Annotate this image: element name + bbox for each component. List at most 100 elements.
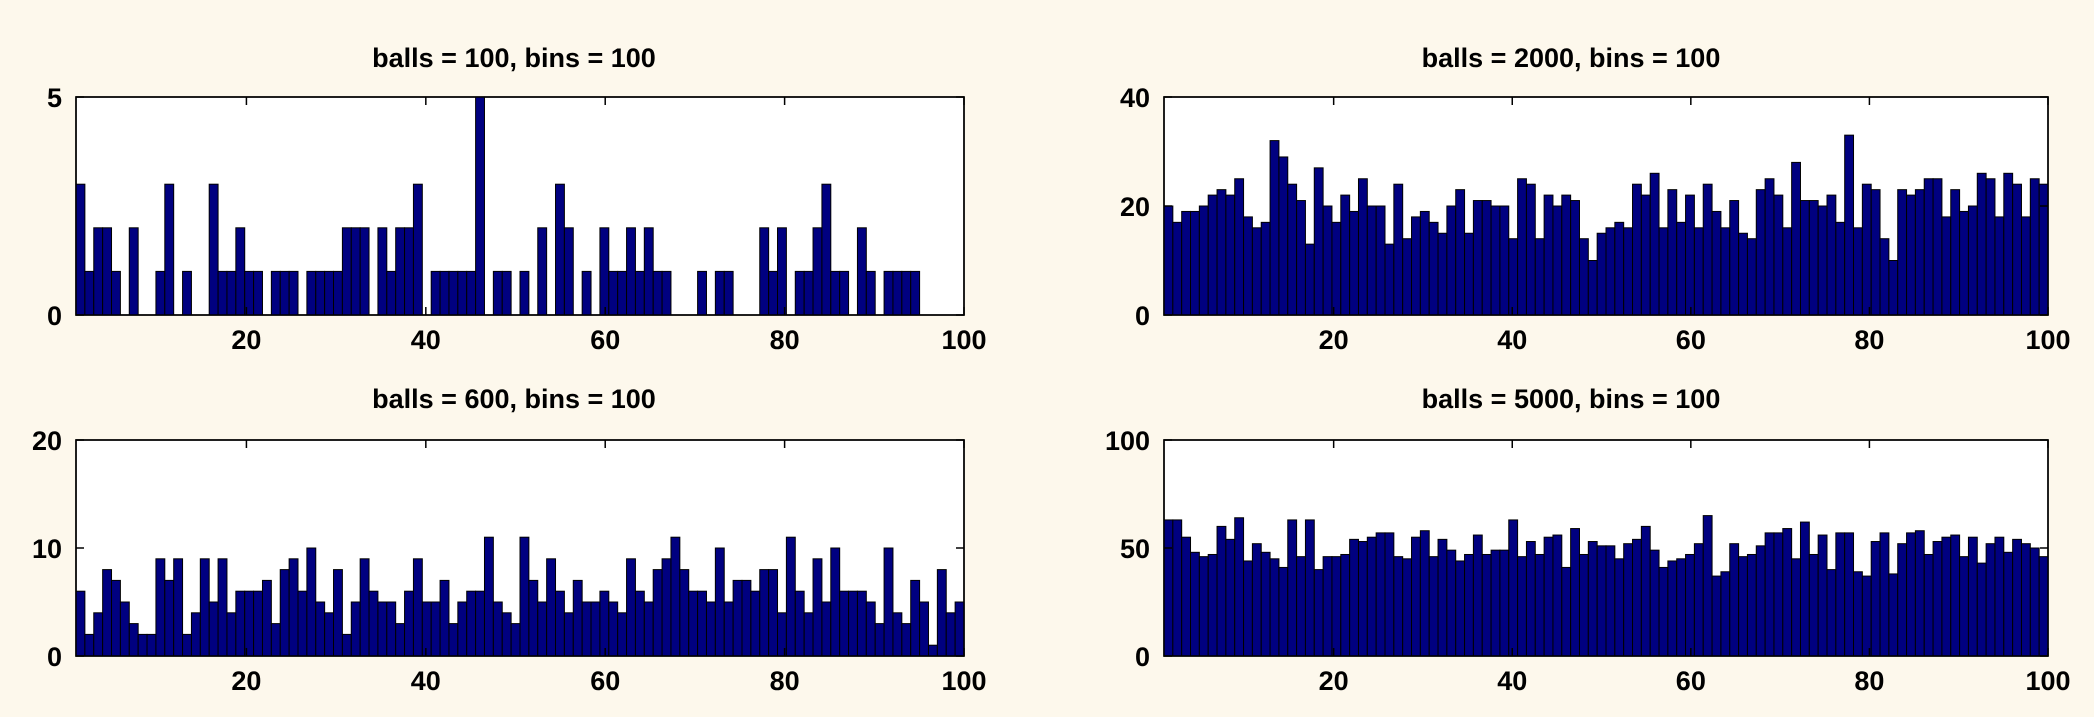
bar — [1225, 538, 1236, 656]
bar — [1755, 545, 1766, 656]
bar — [1375, 205, 1386, 315]
bar — [661, 270, 672, 315]
bar — [883, 270, 894, 315]
bar — [1534, 553, 1545, 656]
bar — [874, 623, 885, 656]
y-tick-label: 50 — [1120, 534, 1150, 564]
bar — [1561, 194, 1572, 315]
bar — [537, 601, 548, 656]
bar — [1587, 541, 1598, 656]
bar — [1614, 221, 1625, 315]
bar — [306, 270, 317, 315]
bar — [608, 270, 619, 315]
bar — [93, 227, 104, 315]
x-tick-label: 40 — [1497, 325, 1527, 355]
bar — [1835, 532, 1846, 656]
bar — [226, 612, 237, 656]
bar — [324, 612, 335, 656]
bar — [137, 633, 148, 656]
bar — [1853, 571, 1863, 656]
bar — [1570, 528, 1580, 656]
bar — [856, 227, 867, 315]
bar — [1985, 178, 1996, 315]
bar — [945, 612, 956, 656]
bar — [1296, 200, 1306, 315]
bar — [279, 569, 290, 656]
bar — [1428, 556, 1439, 656]
bar — [1419, 530, 1430, 656]
bar — [1437, 232, 1448, 315]
bar — [1888, 573, 1899, 656]
bar-series — [1164, 515, 2048, 656]
bar — [1561, 566, 1572, 656]
bar — [830, 270, 841, 315]
bar — [1667, 560, 1678, 656]
bar — [1278, 156, 1289, 315]
bar — [324, 270, 335, 315]
bar — [1976, 172, 1987, 315]
bar — [910, 579, 921, 656]
bar — [1702, 515, 1713, 656]
bar — [688, 590, 699, 656]
bar — [2012, 183, 2022, 315]
bar-series — [1164, 134, 2048, 315]
x-tick-label: 20 — [1319, 325, 1349, 355]
bar — [173, 558, 184, 656]
bar — [1313, 569, 1324, 656]
bar — [1508, 519, 1519, 656]
bar — [1393, 556, 1404, 656]
bar — [1172, 519, 1183, 656]
x-tick-label: 100 — [941, 325, 986, 355]
x-tick-label: 100 — [941, 666, 986, 696]
bar — [1932, 178, 1943, 315]
x-tick-label: 60 — [590, 325, 620, 355]
bar — [279, 270, 290, 315]
bar — [812, 558, 823, 656]
bar — [199, 558, 210, 656]
y-tick-label: 20 — [32, 426, 62, 456]
bar — [519, 536, 530, 656]
bar — [723, 270, 734, 315]
bar — [1861, 575, 1872, 656]
bar — [2029, 547, 2040, 656]
x-tick-label: 100 — [2025, 325, 2070, 355]
bar — [865, 601, 876, 656]
x-tick-label: 20 — [231, 666, 261, 696]
bar — [466, 270, 477, 315]
bar — [1658, 227, 1669, 315]
bar — [1472, 534, 1483, 656]
bar — [1729, 200, 1740, 315]
bar — [421, 601, 432, 656]
bar — [288, 558, 299, 656]
bar — [892, 270, 903, 315]
bar — [111, 579, 121, 656]
bar — [1658, 566, 1669, 656]
bar — [1508, 238, 1519, 315]
x-tick-label: 40 — [411, 325, 441, 355]
bar — [1517, 556, 1527, 656]
bar — [1216, 525, 1227, 656]
bar — [1791, 161, 1801, 315]
bar — [1198, 205, 1209, 315]
bar — [128, 623, 139, 656]
bar — [1225, 194, 1236, 315]
bar — [2038, 556, 2048, 656]
bar — [1826, 194, 1837, 315]
bar — [626, 558, 636, 656]
bar — [1764, 532, 1775, 656]
bar — [1455, 560, 1466, 656]
bar — [1994, 536, 2005, 656]
bar — [785, 536, 796, 656]
bar — [1994, 216, 2005, 315]
bar — [1844, 532, 1855, 656]
bar — [714, 547, 725, 656]
bar — [581, 601, 592, 656]
bar — [892, 612, 903, 656]
bar — [777, 227, 787, 315]
bar — [555, 590, 565, 656]
bar — [1260, 551, 1271, 656]
bar — [2029, 178, 2040, 315]
bar — [1402, 238, 1413, 315]
bar — [856, 590, 867, 656]
bar — [1950, 534, 1961, 656]
